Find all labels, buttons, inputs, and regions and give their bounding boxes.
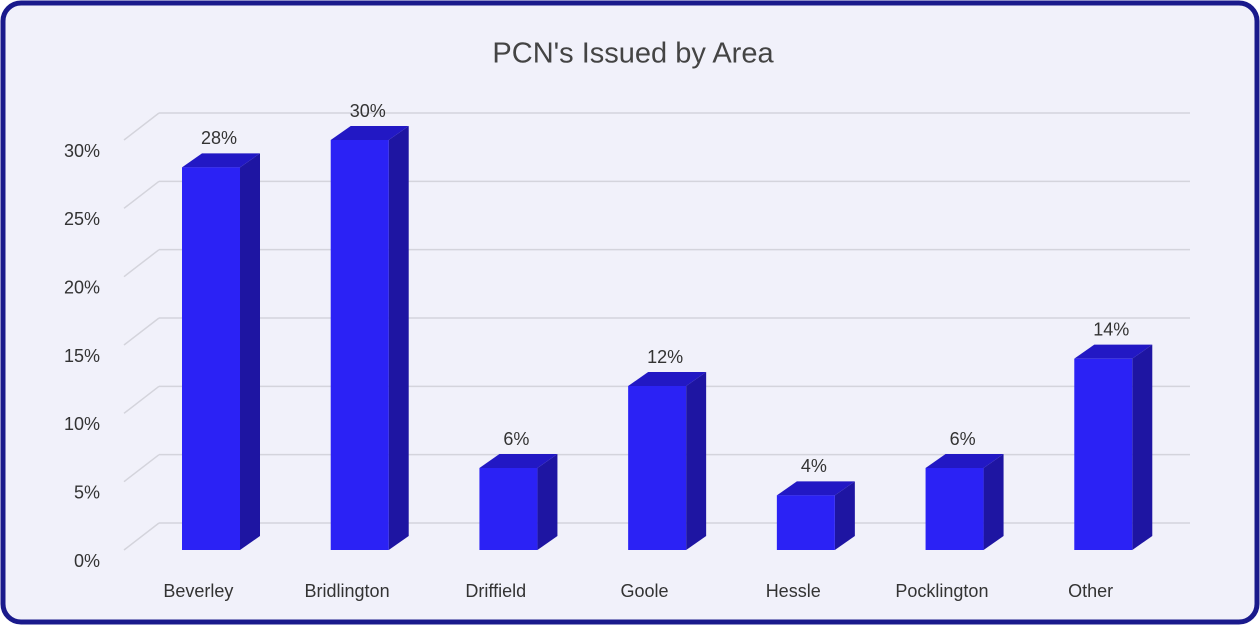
y-tick-label: 20% — [64, 277, 100, 297]
bar-top — [330, 126, 409, 140]
bar-top — [1074, 344, 1153, 359]
bar-top — [628, 372, 707, 386]
grid-line-side — [123, 522, 160, 551]
y-tick-label: 5% — [74, 482, 100, 502]
y-tick-label: 15% — [64, 346, 100, 366]
bar-top — [925, 454, 1004, 468]
grid-line-side — [123, 180, 160, 209]
data-label: 28% — [201, 128, 237, 148]
bar — [776, 495, 835, 550]
bar — [479, 468, 538, 550]
grid-line-side — [123, 112, 160, 141]
y-tick-label: 25% — [64, 209, 100, 229]
grid-line-side — [123, 385, 160, 414]
bar — [182, 167, 240, 551]
bar — [330, 140, 389, 550]
bar — [628, 386, 687, 550]
bar-side — [240, 153, 260, 551]
x-tick-label: Other — [1068, 581, 1113, 601]
data-label: 4% — [801, 456, 827, 476]
chart-title: PCN's Issued by Area — [492, 38, 774, 70]
bar-top — [479, 454, 558, 468]
y-tick-label: 10% — [64, 414, 100, 434]
bar-top — [182, 153, 260, 168]
y-tick-label: 30% — [64, 141, 100, 161]
bar-side — [686, 372, 707, 550]
bar-side — [1132, 344, 1153, 550]
bar — [1074, 358, 1133, 550]
bar-side — [537, 454, 558, 550]
x-tick-label: Beverley — [163, 581, 233, 601]
bar-side — [388, 126, 409, 550]
data-label: 6% — [950, 429, 976, 449]
bar — [925, 468, 984, 550]
bar-top — [776, 481, 855, 496]
x-tick-label: Bridlington — [305, 581, 390, 601]
bar-side — [834, 481, 855, 550]
data-label: 12% — [647, 347, 683, 367]
data-label: 14% — [1093, 319, 1129, 339]
grid-line-side — [123, 454, 160, 483]
x-tick-label: Goole — [620, 581, 668, 601]
data-label: 6% — [503, 429, 529, 449]
bar-side — [983, 454, 1004, 550]
grid-line-side — [123, 249, 160, 278]
x-tick-label: Driffield — [465, 581, 526, 601]
data-label: 30% — [350, 101, 386, 121]
x-tick-label: Hessle — [766, 581, 821, 601]
y-tick-label: 0% — [74, 551, 100, 571]
x-tick-label: Pocklington — [895, 581, 988, 601]
grid-line-side — [123, 317, 160, 346]
